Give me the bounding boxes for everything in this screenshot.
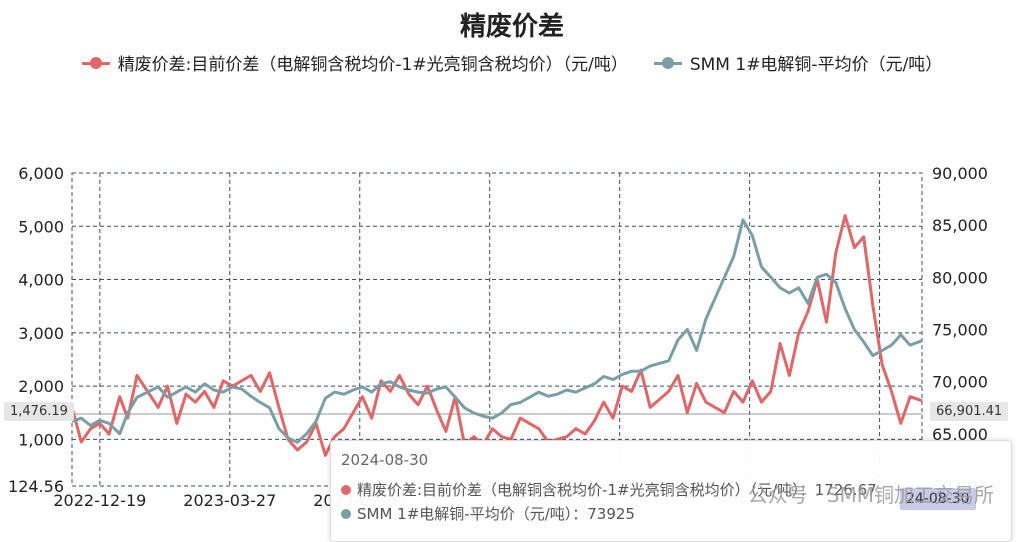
series-line-spread xyxy=(70,214,923,457)
y-right-tick-label: 75,000 xyxy=(932,321,988,340)
y-left-tick-label: 2,000 xyxy=(18,377,64,396)
legend-marker-copper-price xyxy=(653,56,682,70)
tooltip-text-copper-price: SMM 1#电解铜-平均价（元/吨）：73925 xyxy=(357,505,635,523)
tooltip-row-copper-price: SMM 1#电解铜-平均价（元/吨）：73925 xyxy=(341,503,635,524)
legend-marker-spread xyxy=(81,56,110,70)
y-left-tick-label: 5,000 xyxy=(18,217,64,236)
y-right-tick-label: 70,000 xyxy=(932,373,988,392)
y-left-pointer-label: 1,476.19 xyxy=(4,402,74,421)
tooltip-text-spread: 精废价差:目前价差（电解铜含税均价-1#光亮铜含税均价）（元/吨）：1726.6… xyxy=(357,481,877,499)
legend-label-copper-price: SMM 1#电解铜-平均价（元/吨） xyxy=(689,55,943,75)
tooltip-dot-spread xyxy=(341,484,351,495)
y-left-tick-label: 6,000 xyxy=(18,164,64,183)
legend-item-spread[interactable]: 精废价差:目前价差（电解铜含税均价-1#光亮铜含税均价）（元/吨） xyxy=(81,50,628,75)
tooltip: 2024-08-30 精废价差:目前价差（电解铜含税均价-1#光亮铜含税均价）（… xyxy=(330,440,1012,542)
legend: 精废价差:目前价差（电解铜含税均价-1#光亮铜含税均价）（元/吨） SMM 1#… xyxy=(0,50,1024,75)
watermark-text: 公众号 · SMM铜加工交易所 xyxy=(747,483,994,507)
y-left-tick-label: 124.56 xyxy=(8,477,64,496)
tooltip-row-spread: 精废价差:目前价差（电解铜含税均价-1#光亮铜含税均价）（元/吨）：1726.6… xyxy=(341,479,877,500)
y-left-tick-label: 1,000 xyxy=(18,430,64,449)
y-right-pointer-label: 66,901.41 xyxy=(930,402,1009,421)
chart-title: 精废价差 xyxy=(459,12,564,42)
tooltip-dot-copper-price xyxy=(341,508,351,519)
y-right-tick-label: 65,000 xyxy=(932,425,988,444)
x-pointer-label: 24-08-30 xyxy=(900,488,976,510)
legend-label-spread: 精废价差:目前价差（电解铜含税均价-1#光亮铜含税均价）（元/吨） xyxy=(117,55,628,75)
y-left-tick-label: 4,000 xyxy=(18,271,64,290)
y-right-tick-label: 90,000 xyxy=(932,164,988,183)
x-tick-label: 2023-03-27 xyxy=(183,491,276,510)
legend-item-copper-price[interactable]: SMM 1#电解铜-平均价（元/吨） xyxy=(653,50,943,75)
y-right-tick-label: 80,000 xyxy=(932,268,988,287)
y-left-tick-label: 3,000 xyxy=(18,324,64,343)
series-line-copper-price xyxy=(71,218,923,444)
x-tick-label: 2022-12-19 xyxy=(53,491,146,510)
tooltip-date: 2024-08-30 xyxy=(341,451,429,469)
y-right-tick-label: 85,000 xyxy=(932,216,988,235)
